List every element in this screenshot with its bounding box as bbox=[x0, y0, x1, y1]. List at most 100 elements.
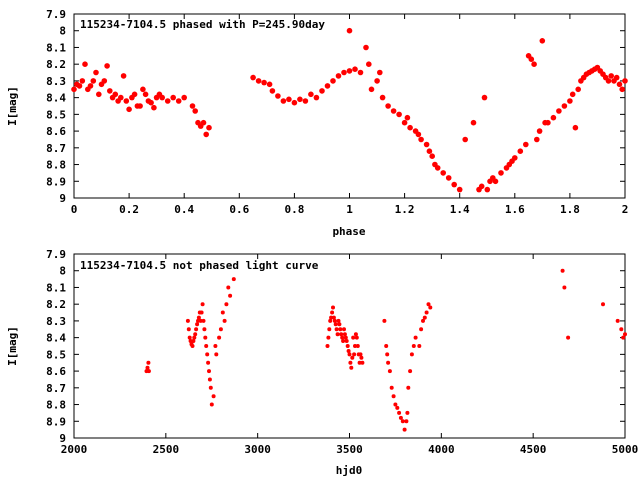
data-point bbox=[397, 410, 402, 415]
data-point bbox=[192, 108, 198, 114]
data-point bbox=[218, 327, 223, 332]
data-point bbox=[411, 344, 416, 348]
y-tick-label: 8.7 bbox=[46, 382, 66, 395]
data-point bbox=[329, 315, 334, 320]
y-tick-label: 8.3 bbox=[46, 315, 66, 328]
data-point bbox=[206, 360, 211, 365]
y-tick-label: 8.2 bbox=[46, 298, 66, 311]
data-point bbox=[572, 124, 579, 131]
data-point bbox=[190, 344, 195, 348]
x-tick-label: 1.2 bbox=[395, 203, 415, 216]
data-point bbox=[562, 285, 567, 290]
data-point bbox=[401, 119, 408, 126]
data-point bbox=[131, 91, 138, 98]
data-point bbox=[601, 302, 605, 307]
data-point bbox=[357, 360, 362, 365]
data-point bbox=[107, 88, 113, 94]
data-point bbox=[192, 335, 197, 340]
data-point bbox=[353, 344, 357, 348]
data-point bbox=[342, 332, 347, 337]
data-point bbox=[335, 73, 342, 79]
data-point bbox=[202, 327, 207, 332]
y-tick-label: 8.6 bbox=[46, 365, 66, 378]
data-point bbox=[346, 68, 353, 74]
x-axis-title: phase bbox=[332, 225, 365, 238]
data-point bbox=[400, 419, 405, 424]
data-point bbox=[137, 103, 143, 109]
data-point bbox=[331, 305, 335, 310]
data-point bbox=[358, 352, 363, 357]
data-point bbox=[181, 94, 187, 101]
x-tick-label: 0.6 bbox=[229, 203, 249, 216]
y-tick-label: 8.5 bbox=[46, 348, 66, 361]
data-point bbox=[613, 74, 620, 81]
data-point bbox=[324, 83, 331, 89]
y-tick-label: 8.3 bbox=[46, 75, 66, 88]
y-tick-label: 8.6 bbox=[46, 125, 66, 138]
data-point bbox=[426, 302, 431, 307]
x-tick-label: 1.6 bbox=[505, 203, 525, 216]
data-point bbox=[347, 352, 352, 357]
data-point bbox=[330, 310, 335, 315]
data-point bbox=[374, 78, 380, 84]
data-point bbox=[405, 410, 410, 415]
data-point bbox=[201, 318, 206, 323]
data-point bbox=[456, 186, 463, 193]
y-tick-label: 8.7 bbox=[46, 142, 66, 155]
data-point bbox=[379, 94, 386, 101]
data-point bbox=[199, 310, 204, 315]
data-point bbox=[142, 91, 149, 98]
axis-ticks: 0 0.2 0.4 0.6 0.8 1 1.2 1.4 1.6 1.8 2 7.9 8 8.1 8.2 8.3… bbox=[46, 8, 628, 216]
data-point bbox=[140, 86, 146, 93]
data-point bbox=[352, 66, 358, 72]
y-tick-label: 8.5 bbox=[46, 108, 66, 121]
data-point bbox=[424, 310, 429, 315]
data-point bbox=[336, 318, 341, 323]
y-tick-label: 9 bbox=[59, 192, 66, 205]
data-point bbox=[384, 344, 389, 348]
data-point bbox=[126, 106, 132, 113]
data-point bbox=[360, 360, 365, 365]
data-point bbox=[351, 335, 356, 340]
data-point bbox=[205, 352, 210, 357]
data-point bbox=[328, 318, 333, 323]
data-point bbox=[207, 377, 212, 382]
data-point bbox=[359, 355, 364, 360]
data-point bbox=[355, 344, 360, 348]
data-point bbox=[189, 103, 196, 109]
data-point bbox=[164, 98, 171, 104]
data-point bbox=[302, 98, 309, 104]
data-point bbox=[550, 114, 557, 121]
data-point bbox=[512, 155, 518, 161]
x-tick-label: 3000 bbox=[244, 443, 271, 456]
data-point bbox=[123, 98, 130, 104]
data-point bbox=[220, 310, 225, 315]
data-point bbox=[567, 98, 573, 104]
y-tick-label: 9 bbox=[59, 432, 66, 445]
data-point bbox=[352, 352, 357, 357]
data-point bbox=[622, 78, 628, 84]
data-point bbox=[619, 86, 625, 93]
data-point bbox=[408, 369, 413, 374]
data-point bbox=[481, 94, 488, 101]
data-point bbox=[350, 355, 355, 360]
data-point bbox=[556, 108, 562, 114]
data-point bbox=[615, 318, 620, 323]
data-point bbox=[404, 114, 411, 121]
data-point bbox=[76, 83, 83, 89]
data-point bbox=[346, 27, 353, 34]
data-point bbox=[569, 91, 576, 98]
data-point bbox=[151, 104, 157, 111]
data-point bbox=[421, 318, 425, 323]
data-point bbox=[90, 78, 97, 84]
data-point bbox=[87, 83, 94, 89]
data-point bbox=[342, 327, 346, 332]
data-point bbox=[71, 86, 77, 93]
data-point bbox=[112, 91, 119, 98]
data-point bbox=[326, 335, 331, 340]
data-point bbox=[536, 128, 543, 134]
data-point bbox=[366, 61, 372, 67]
data-point bbox=[82, 61, 88, 67]
data-point bbox=[175, 98, 182, 104]
data-point bbox=[211, 394, 216, 399]
